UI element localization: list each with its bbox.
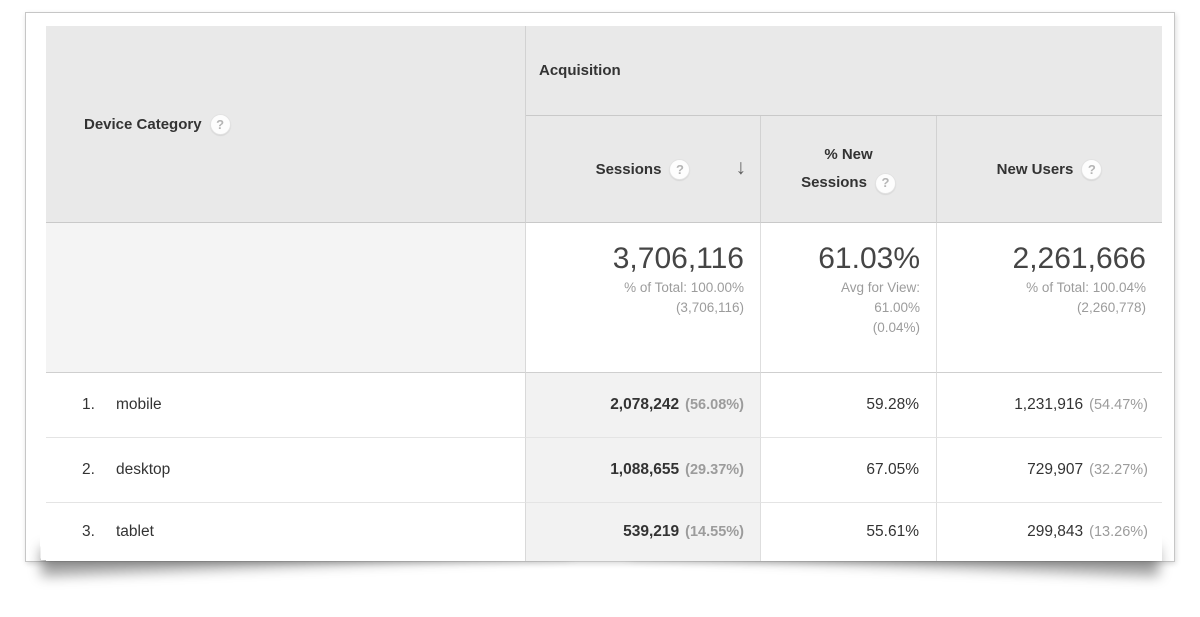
new-users-cell: 1,231,916 (54.47%): [937, 373, 1162, 438]
summary-sessions: 3,706,116 % of Total: 100.00% (3,706,116…: [526, 223, 761, 373]
sessions-cell: 539,219 (14.55%): [526, 503, 761, 561]
sessions-cell: 1,088,655 (29.37%): [526, 438, 761, 503]
new-sessions-avg: 61.03%: [818, 242, 920, 275]
sessions-value: 2,078,242: [610, 396, 680, 413]
device-category-table: Device Category ? Acquisition Sessions ?…: [46, 26, 1162, 561]
table-row-device-mobile: 1. mobile: [46, 373, 526, 438]
new-users-total: 2,261,666: [1012, 242, 1146, 275]
group-header-acquisition: Acquisition: [526, 26, 1162, 116]
column-header-device-category[interactable]: Device Category ?: [46, 26, 526, 223]
column-header-new-users[interactable]: New Users ?: [937, 116, 1162, 223]
new-sessions-value: 67.05%: [866, 461, 919, 478]
sessions-total-sub: % of Total: 100.00%: [624, 279, 744, 295]
sessions-value: 539,219: [623, 523, 680, 540]
table-row-device-tablet: 3. tablet: [46, 503, 526, 561]
new-users-percent: (13.26%): [1089, 524, 1148, 540]
sessions-value: 1,088,655: [610, 461, 680, 478]
sessions-label: Sessions: [595, 160, 662, 178]
new-users-cell: 299,843 (13.26%): [937, 503, 1162, 561]
sessions-percent: (29.37%): [685, 462, 744, 478]
new-users-percent: (32.27%): [1089, 462, 1148, 478]
table-row-device-desktop: 2. desktop: [46, 438, 526, 503]
new-sessions-avg-sub2: 61.00%: [874, 299, 920, 315]
device-name: mobile: [116, 396, 162, 413]
new-users-percent: (54.47%): [1089, 397, 1148, 413]
help-icon[interactable]: ?: [874, 172, 896, 194]
new-users-label: New Users: [996, 160, 1074, 178]
new-users-value: 299,843: [1027, 523, 1084, 540]
new-sessions-cell: 55.61%: [761, 503, 937, 561]
analytics-table-card: Device Category ? Acquisition Sessions ?…: [25, 12, 1175, 562]
sort-descending-icon[interactable]: ↓: [735, 156, 747, 180]
summary-new-users: 2,261,666 % of Total: 100.04% (2,260,778…: [937, 223, 1162, 373]
device-category-label: Device Category: [84, 115, 202, 133]
new-users-value: 1,231,916: [1014, 396, 1084, 413]
sessions-cell: 2,078,242 (56.08%): [526, 373, 761, 438]
help-icon[interactable]: ?: [1081, 158, 1103, 180]
new-users-value: 729,907: [1027, 461, 1084, 478]
row-rank: 3.: [82, 523, 95, 540]
sessions-percent: (14.55%): [685, 524, 744, 540]
new-sessions-label: % New Sessions?: [790, 141, 908, 198]
new-sessions-value: 55.61%: [866, 523, 919, 540]
summary-device-cell: [46, 223, 526, 373]
column-header-new-sessions[interactable]: % New Sessions?: [761, 116, 937, 223]
new-sessions-cell: 59.28%: [761, 373, 937, 438]
sessions-total-sub2: (3,706,116): [675, 299, 744, 315]
row-rank: 2.: [82, 461, 95, 478]
device-name: tablet: [116, 523, 154, 540]
new-sessions-value: 59.28%: [866, 396, 919, 413]
new-sessions-cell: 67.05%: [761, 438, 937, 503]
new-users-cell: 729,907 (32.27%): [937, 438, 1162, 503]
sessions-total: 3,706,116: [612, 242, 744, 275]
device-name: desktop: [116, 461, 171, 478]
row-rank: 1.: [82, 396, 95, 413]
new-users-total-sub: % of Total: 100.04%: [1026, 279, 1146, 295]
acquisition-label: Acquisition: [539, 62, 621, 79]
new-sessions-avg-sub: Avg for View:: [840, 279, 920, 295]
new-users-total-sub2: (2,260,778): [1076, 299, 1146, 315]
help-icon[interactable]: ?: [669, 158, 691, 180]
new-sessions-avg-sub3: (0.04%): [872, 320, 920, 335]
sessions-percent: (56.08%): [685, 397, 744, 413]
help-icon[interactable]: ?: [209, 113, 231, 135]
column-header-sessions[interactable]: Sessions ? ↓: [526, 116, 761, 223]
summary-new-sessions: 61.03% Avg for View: 61.00% (0.04%): [761, 223, 937, 373]
